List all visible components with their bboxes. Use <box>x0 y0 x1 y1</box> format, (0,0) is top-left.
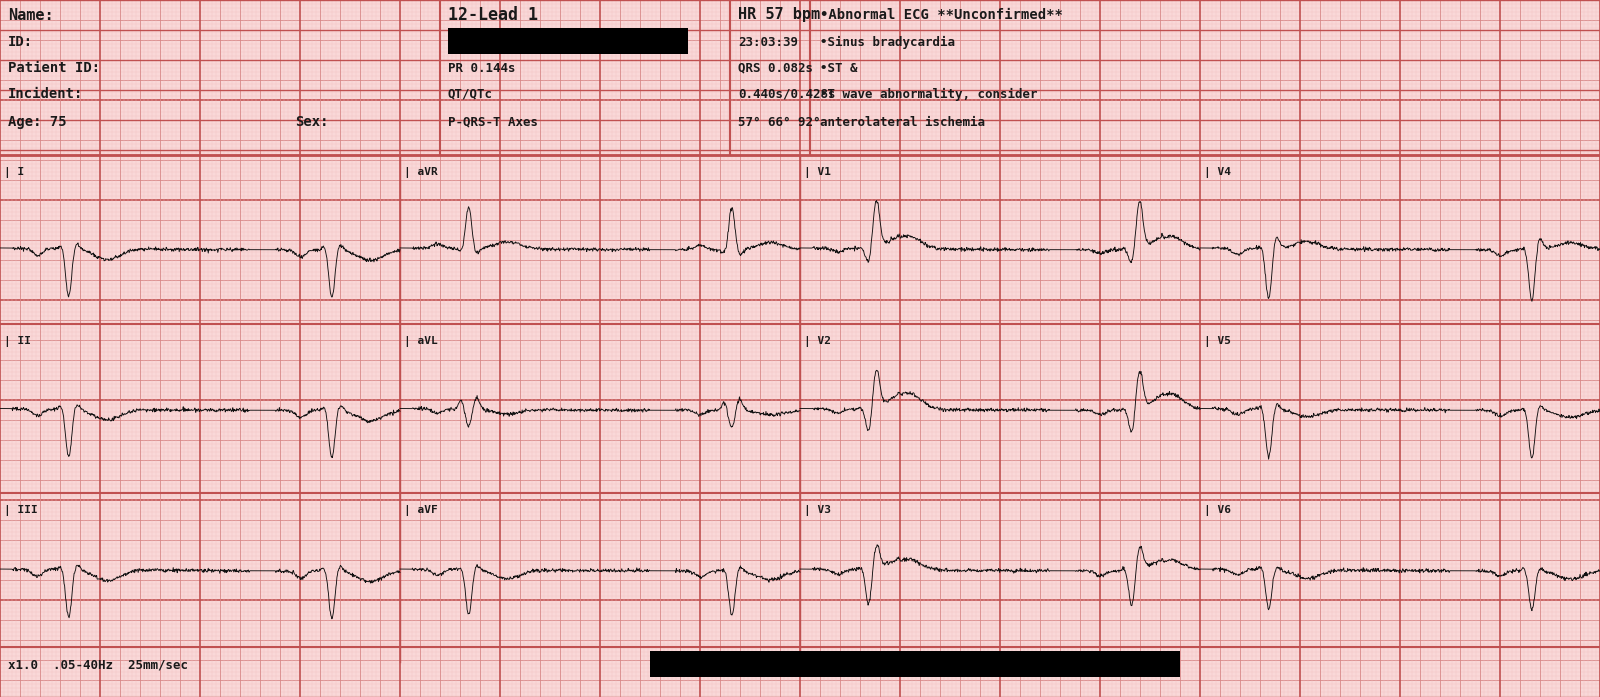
Text: QRS 0.082s: QRS 0.082s <box>738 61 813 75</box>
Text: P-QRS-T Axes: P-QRS-T Axes <box>448 116 538 128</box>
Text: 57° 66° 92°: 57° 66° 92° <box>738 116 821 128</box>
Text: HR 57 bpm: HR 57 bpm <box>738 8 821 22</box>
Text: •T wave abnormality, consider: •T wave abnormality, consider <box>819 87 1037 100</box>
Text: | V3: | V3 <box>805 505 830 516</box>
Text: PR 0.144s: PR 0.144s <box>448 61 515 75</box>
Text: | aVL: | aVL <box>403 336 438 347</box>
Text: | V6: | V6 <box>1205 505 1230 516</box>
Text: ID:: ID: <box>8 35 34 49</box>
Text: •Sinus bradycardia: •Sinus bradycardia <box>819 36 955 49</box>
Text: 23:03:39: 23:03:39 <box>738 36 798 49</box>
Text: 12-Lead 1: 12-Lead 1 <box>448 6 538 24</box>
Text: | V1: | V1 <box>805 167 830 178</box>
Text: •Abnormal ECG **Unconfirmed**: •Abnormal ECG **Unconfirmed** <box>819 8 1062 22</box>
Text: •ST &: •ST & <box>819 61 858 75</box>
Text: | aVR: | aVR <box>403 167 438 178</box>
Text: anterolateral ischemia: anterolateral ischemia <box>819 116 986 128</box>
Text: | I: | I <box>3 167 24 178</box>
Bar <box>650 651 1181 677</box>
Text: | II: | II <box>3 336 30 347</box>
Text: Age: 75: Age: 75 <box>8 115 67 129</box>
Text: | aVF: | aVF <box>403 505 438 516</box>
Text: x1.0  .05-40Hz  25mm/sec: x1.0 .05-40Hz 25mm/sec <box>8 659 189 671</box>
Text: Sex:: Sex: <box>294 115 328 129</box>
Text: 0.440s/0.428s: 0.440s/0.428s <box>738 88 835 100</box>
Text: | V4: | V4 <box>1205 167 1230 178</box>
Text: QT/QTc: QT/QTc <box>448 88 493 100</box>
Text: | V5: | V5 <box>1205 336 1230 347</box>
Text: Incident:: Incident: <box>8 87 83 101</box>
Text: Name:: Name: <box>8 8 54 22</box>
Text: Patient ID:: Patient ID: <box>8 61 101 75</box>
Text: | V2: | V2 <box>805 336 830 347</box>
Text: | III: | III <box>3 505 38 516</box>
Bar <box>448 28 688 54</box>
